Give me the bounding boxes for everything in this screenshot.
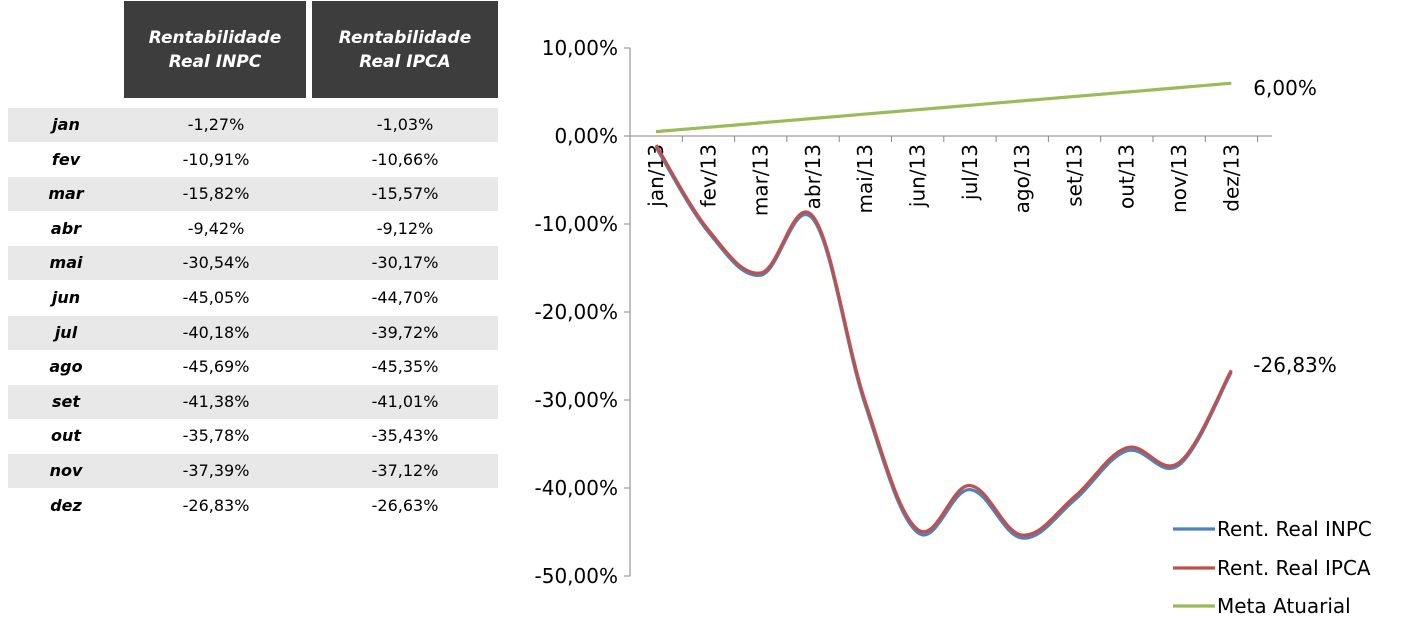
table-row: dez -26,83% -26,63% bbox=[8, 489, 498, 523]
series-line-real-ipca bbox=[654, 144, 1233, 537]
x-tick-label: mar/13 bbox=[749, 144, 773, 216]
real-ipca-cell: -9,12% bbox=[376, 218, 434, 238]
real-inpc-cell: -45,05% bbox=[182, 288, 250, 307]
table-row: jan -1,27% -1,03% bbox=[8, 108, 498, 142]
y-tick-label: -10,00% bbox=[535, 212, 618, 236]
month-cell: set bbox=[51, 391, 81, 411]
x-tick-label: fev/13 bbox=[696, 144, 720, 207]
y-tick-label: 0,00% bbox=[554, 124, 618, 148]
y-tick-label: -40,00% bbox=[535, 476, 618, 500]
real-inpc-cell: -37,39% bbox=[182, 461, 250, 480]
month-cell: nov bbox=[49, 461, 83, 480]
header-real-inpc-label: Rentabilidade Real INPC bbox=[148, 27, 282, 72]
x-tick-label: jul/13 bbox=[958, 144, 982, 201]
table-row: abr -9,42% -9,12% bbox=[8, 212, 498, 246]
month-cell: mai bbox=[49, 253, 83, 273]
real-ipca-cell: -41,01% bbox=[371, 391, 439, 411]
table-row: out -35,78% -35,43% bbox=[8, 419, 498, 453]
table-row: nov -37,39% -37,12% bbox=[8, 454, 498, 488]
series-line-real-inpc bbox=[654, 146, 1233, 540]
returns-chart: 10,00% 0,00% -10,00% -20,00% -30,00% -40,00% -… bbox=[535, 36, 1372, 618]
x-tick-label: mai/13 bbox=[853, 144, 877, 213]
month-cell: jan bbox=[52, 115, 80, 134]
legend-label: Meta Atuarial bbox=[1217, 594, 1351, 618]
real-ipca-cell: -10,66% bbox=[371, 149, 439, 169]
y-tick-label: -50,00% bbox=[535, 564, 618, 588]
legend-label: Rent. Real IPCA bbox=[1217, 556, 1371, 580]
real-inpc-cell: -10,91% bbox=[182, 149, 250, 169]
real-inpc-cell: -35,78% bbox=[182, 426, 250, 446]
x-tick-label: nov/13 bbox=[1167, 144, 1191, 213]
real-ipca-cell: -1,03% bbox=[376, 115, 434, 134]
real-inpc-cell: -45,69% bbox=[182, 357, 250, 377]
real-inpc-cell: -9,42% bbox=[187, 218, 245, 238]
x-tick-label: dez/13 bbox=[1219, 144, 1243, 212]
x-tick-label: set/13 bbox=[1062, 144, 1086, 207]
month-cell: ago bbox=[49, 357, 83, 377]
x-tick-label: out/13 bbox=[1115, 144, 1139, 209]
real-inpc-cell: -41,38% bbox=[182, 391, 250, 411]
real-inpc-cell: -15,82% bbox=[182, 184, 250, 204]
real-inpc-cell: -1,27% bbox=[187, 115, 245, 134]
header-real-inpc: Rentabilidade Real INPC bbox=[124, 1, 306, 98]
real-inpc-cell: -30,54% bbox=[182, 253, 250, 273]
month-cell: mar bbox=[48, 184, 84, 204]
real-ipca-cell: -30,17% bbox=[371, 253, 439, 273]
real-ipca-cell: -35,43% bbox=[371, 426, 439, 446]
month-cell: dez bbox=[50, 495, 82, 515]
real-ipca-cell: -37,12% bbox=[371, 461, 439, 480]
table-row: mai -30,54% -30,17% bbox=[8, 246, 498, 281]
month-cell: fev bbox=[51, 149, 81, 169]
y-tick-label: -20,00% bbox=[535, 300, 618, 324]
x-tick-label: ago/13 bbox=[1010, 144, 1034, 213]
month-cell: out bbox=[50, 426, 82, 446]
real-ipca-cell: -15,57% bbox=[371, 184, 439, 204]
x-tick-label: jun/13 bbox=[906, 144, 930, 208]
x-tick-label: jan/13 bbox=[644, 144, 668, 208]
table-row: jun -45,05% -44,70% bbox=[8, 281, 498, 315]
data-label: 6,00% bbox=[1253, 76, 1317, 100]
data-label: -26,83% bbox=[1253, 353, 1336, 377]
month-cell: jul bbox=[54, 322, 78, 342]
real-inpc-cell: -26,83% bbox=[182, 495, 250, 515]
x-tick-label: abr/13 bbox=[801, 144, 825, 209]
real-ipca-cell: -26,63% bbox=[371, 495, 439, 515]
header-real-ipca: Rentabilidade Real IPCA bbox=[312, 1, 498, 98]
table-row: mar -15,82% -15,57% bbox=[8, 177, 498, 212]
month-cell: abr bbox=[50, 218, 82, 238]
real-ipca-cell: -44,70% bbox=[371, 288, 439, 307]
y-tick-label: -30,00% bbox=[535, 388, 618, 412]
real-inpc-cell: -40,18% bbox=[182, 322, 250, 342]
y-tick-label: 10,00% bbox=[542, 36, 618, 60]
series-line-meta-atuarial bbox=[655, 81, 1232, 134]
legend-label: Rent. Real INPC bbox=[1217, 517, 1372, 541]
table-row: fev -10,91% -10,66% bbox=[8, 143, 498, 177]
month-cell: jun bbox=[51, 288, 81, 307]
real-ipca-cell: -39,72% bbox=[371, 322, 439, 342]
header-real-ipca-label: Rentabilidade Real IPCA bbox=[338, 27, 472, 72]
table-row: ago -45,69% -45,35% bbox=[8, 350, 498, 384]
table-row: set -41,38% -41,01% bbox=[8, 384, 498, 419]
real-ipca-cell: -45,35% bbox=[371, 357, 439, 377]
table-row: jul -40,18% -39,72% bbox=[8, 315, 498, 350]
